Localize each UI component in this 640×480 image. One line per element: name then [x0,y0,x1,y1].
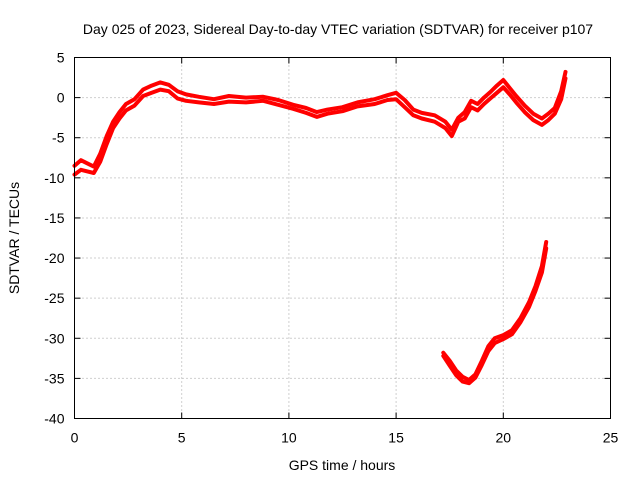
data-series [72,69,568,386]
y-tick-label: 5 [57,50,65,66]
x-tick-label: 20 [496,430,512,446]
grid [74,57,611,419]
y-tick-label: -20 [44,250,64,266]
x-axis-label: GPS time / hours [289,457,396,473]
y-tick-label: -5 [52,130,65,146]
series-line-4 [441,246,549,386]
y-tick-label: -25 [44,290,64,306]
y-tick-label: -30 [44,330,64,346]
axis-ticks [74,57,611,419]
x-tick-label: 15 [388,430,404,446]
x-tick-label: 0 [71,430,79,446]
chart-title: Day 025 of 2023, Sidereal Day-to-day VTE… [83,21,593,37]
y-tick-label: -40 [44,411,64,427]
y-axis-label: SDTVAR / TECUs [6,182,22,294]
tick-labels: 0 5 10 15 20 25 5 0 -5 -10 -15 -20 -25 -30 -35 -40 [44,50,618,446]
y-tick-label: -10 [44,170,64,186]
series-line-2 [72,76,568,177]
y-tick-label: 0 [57,90,65,106]
y-tick-label: -35 [44,370,64,386]
x-tick-label: 25 [603,430,619,446]
x-tick-label: 5 [178,430,186,446]
y-tick-label: -15 [44,210,64,226]
series-line-3 [441,240,549,382]
series-line-1 [72,69,568,169]
x-tick-label: 10 [281,430,297,446]
plot-frame [74,57,611,419]
